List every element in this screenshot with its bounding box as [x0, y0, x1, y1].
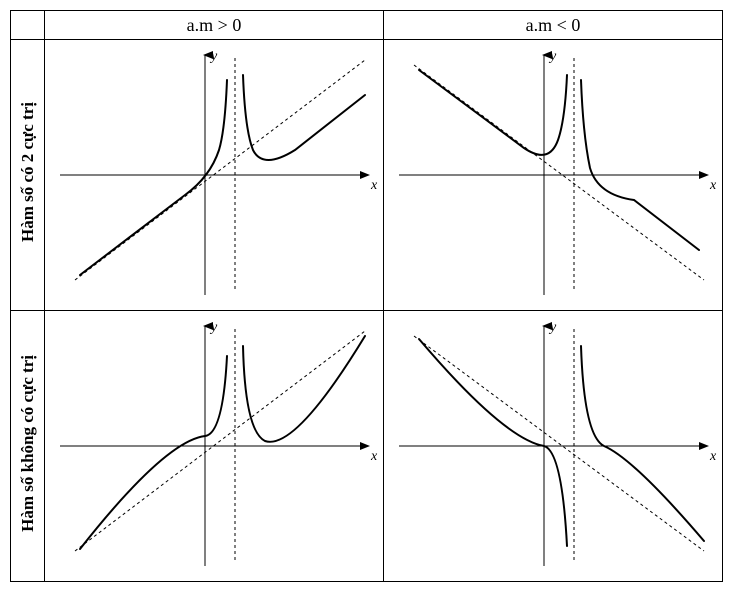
svg-text:x: x — [709, 178, 717, 193]
svg-text:y: y — [548, 49, 557, 64]
row-header-0: Hàm số có 2 cực trị — [11, 40, 45, 311]
svg-text:x: x — [370, 178, 378, 193]
svg-text:y: y — [548, 320, 557, 335]
col-header-1: a.m < 0 — [384, 11, 723, 40]
row-header-1: Hàm số không có cực trị — [11, 311, 45, 582]
plot-r1c0: xy — [45, 311, 383, 581]
corner-cell — [11, 11, 45, 40]
cell-r0c1: xy — [384, 40, 723, 311]
cell-r1c0: xy — [45, 311, 384, 582]
cell-r1c1: xy — [384, 311, 723, 582]
svg-text:x: x — [370, 449, 378, 464]
row-header-1-label: Hàm số không có cực trị — [18, 355, 38, 532]
svg-text:y: y — [209, 320, 218, 335]
svg-text:x: x — [709, 449, 717, 464]
plot-r0c1: xy — [384, 40, 722, 310]
plot-r0c0: xy — [45, 40, 383, 310]
cell-r0c0: xy — [45, 40, 384, 311]
function-graph-table: a.m > 0 a.m < 0 Hàm số có 2 cực trị xy x… — [10, 10, 723, 582]
col-header-0-label: a.m > 0 — [187, 15, 242, 35]
plot-r1c1: xy — [384, 311, 722, 581]
row-header-0-label: Hàm số có 2 cực trị — [18, 102, 38, 242]
svg-text:y: y — [209, 49, 218, 64]
col-header-0: a.m > 0 — [45, 11, 384, 40]
col-header-1-label: a.m < 0 — [526, 15, 581, 35]
